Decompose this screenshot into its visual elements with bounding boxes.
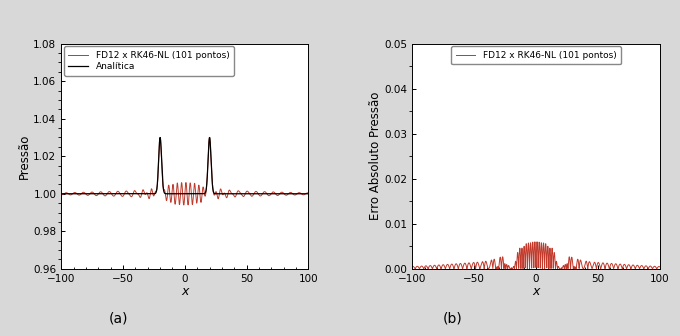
Analítica [161, 192, 169, 196]
FD12 x RK46-NL (101 pontos) [163, 196, 171, 200]
FD12 x RK46-NL (101 pontos) [512, 264, 520, 268]
Analítica [175, 192, 183, 196]
FD12 x RK46-NL (101 pontos) [237, 192, 245, 196]
FD12 x RK46-NL (101 pontos) [175, 197, 183, 201]
Line: FD12 x RK46-NL (101 pontos): FD12 x RK46-NL (101 pontos) [412, 242, 660, 269]
Line: FD12 x RK46-NL (101 pontos): FD12 x RK46-NL (101 pontos) [61, 137, 309, 205]
FD12 x RK46-NL (101 pontos) [636, 266, 644, 270]
FD12 x RK46-NL (101 pontos) [514, 256, 522, 260]
FD12 x RK46-NL (101 pontos) [57, 193, 65, 197]
X-axis label: x: x [532, 285, 540, 298]
FD12 x RK46-NL (101 pontos) [656, 265, 664, 269]
Legend: FD12 x RK46-NL (101 pontos), Analítica: FD12 x RK46-NL (101 pontos), Analítica [64, 46, 234, 76]
FD12 x RK46-NL (101 pontos) [305, 191, 313, 195]
Text: (b): (b) [442, 311, 462, 326]
Analítica [284, 192, 292, 196]
Line: Analítica: Analítica [61, 137, 309, 194]
Analítica [237, 192, 245, 196]
FD12 x RK46-NL (101 pontos) [507, 267, 515, 271]
FD12 x RK46-NL (101 pontos) [588, 267, 596, 271]
FD12 x RK46-NL (101 pontos) [408, 265, 416, 269]
Legend: FD12 x RK46-NL (101 pontos): FD12 x RK46-NL (101 pontos) [451, 46, 621, 65]
Analítica [156, 135, 164, 139]
FD12 x RK46-NL (101 pontos) [526, 253, 534, 257]
Text: (a): (a) [109, 311, 129, 326]
FD12 x RK46-NL (101 pontos) [285, 192, 293, 196]
Analítica [57, 192, 65, 196]
FD12 x RK46-NL (101 pontos) [156, 135, 164, 139]
Y-axis label: Erro Absoluto Pressão: Erro Absoluto Pressão [369, 92, 381, 220]
FD12 x RK46-NL (101 pontos) [180, 203, 188, 207]
Analítica [297, 192, 305, 196]
Y-axis label: Pressão: Pressão [18, 133, 31, 179]
FD12 x RK46-NL (101 pontos) [648, 266, 656, 270]
FD12 x RK46-NL (101 pontos) [531, 240, 539, 244]
Analítica [163, 192, 171, 196]
Analítica [305, 192, 313, 196]
X-axis label: x: x [181, 285, 188, 298]
FD12 x RK46-NL (101 pontos) [161, 191, 169, 195]
FD12 x RK46-NL (101 pontos) [297, 192, 305, 196]
